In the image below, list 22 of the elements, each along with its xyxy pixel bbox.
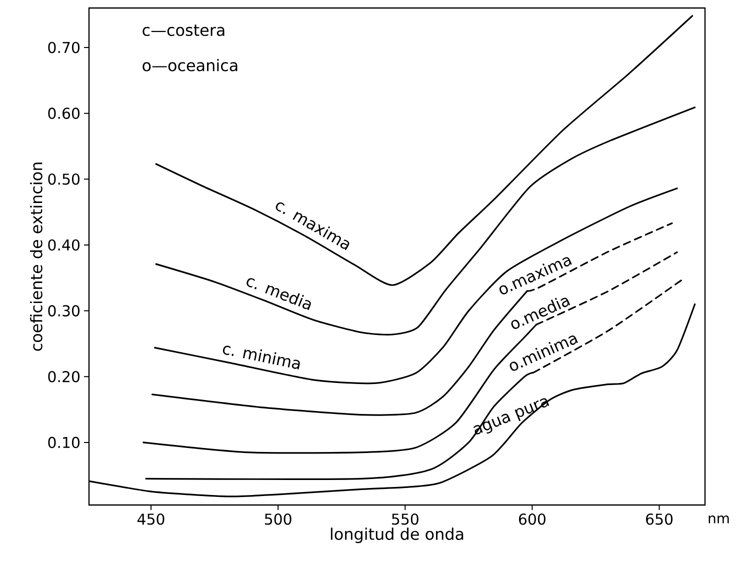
x-tick-label: 650 [646, 514, 673, 525]
y-axis-title: coeficiente de extincion [30, 162, 42, 351]
text: c. media [246, 278, 311, 310]
annotation: c—costera [142, 24, 224, 36]
text: nm [708, 515, 729, 524]
y-tick-label: 0.70 [48, 42, 80, 54]
x-tick-label: 600 [518, 514, 546, 525]
text: agua pura [473, 398, 550, 434]
x-axis-title: longitud de onda [330, 528, 464, 544]
x-tick-label: 550 [392, 514, 418, 525]
y-tick-label: 0.40 [48, 239, 80, 251]
y-tick-label: 0.30 [48, 305, 80, 316]
x-tick-label: 450 [137, 514, 164, 525]
x-tick-label: 500 [264, 514, 292, 525]
y-tick-label: 0.20 [48, 370, 80, 382]
text: c. minima [222, 346, 300, 370]
y-tick-label: 0.10 [48, 436, 80, 448]
y-tick-label: 0.60 [48, 108, 80, 119]
line-series [155, 106, 696, 336]
line-series [154, 188, 678, 384]
annotation: o—oceanica [142, 58, 238, 72]
y-tick-label: 0.50 [48, 173, 80, 185]
